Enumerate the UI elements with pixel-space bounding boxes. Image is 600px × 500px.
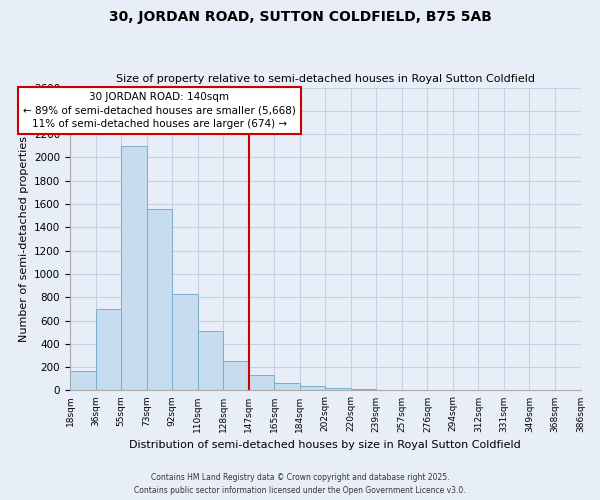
Text: 30 JORDAN ROAD: 140sqm
← 89% of semi-detached houses are smaller (5,668)
11% of : 30 JORDAN ROAD: 140sqm ← 89% of semi-det… (23, 92, 296, 128)
Bar (325, 388, 351, 390)
Bar (274, 384, 300, 390)
Bar (146, 208, 172, 390)
Text: Contains HM Land Registry data © Crown copyright and database right 2025.
Contai: Contains HM Land Registry data © Crown c… (134, 474, 466, 495)
X-axis label: Distribution of semi-detached houses by size in Royal Sutton Coldfield: Distribution of semi-detached houses by … (130, 440, 521, 450)
Text: 30, JORDAN ROAD, SUTTON COLDFIELD, B75 5AB: 30, JORDAN ROAD, SUTTON COLDFIELD, B75 5… (109, 10, 491, 24)
Bar (223, 362, 249, 390)
Bar (95, 309, 121, 390)
Title: Size of property relative to semi-detached houses in Royal Sutton Coldfield: Size of property relative to semi-detach… (116, 74, 535, 84)
Bar (70, 370, 95, 390)
Bar (197, 331, 223, 390)
Bar (300, 386, 325, 390)
Bar (121, 146, 146, 390)
Bar (249, 376, 274, 390)
Y-axis label: Number of semi-detached properties: Number of semi-detached properties (19, 136, 29, 342)
Bar (172, 294, 197, 390)
